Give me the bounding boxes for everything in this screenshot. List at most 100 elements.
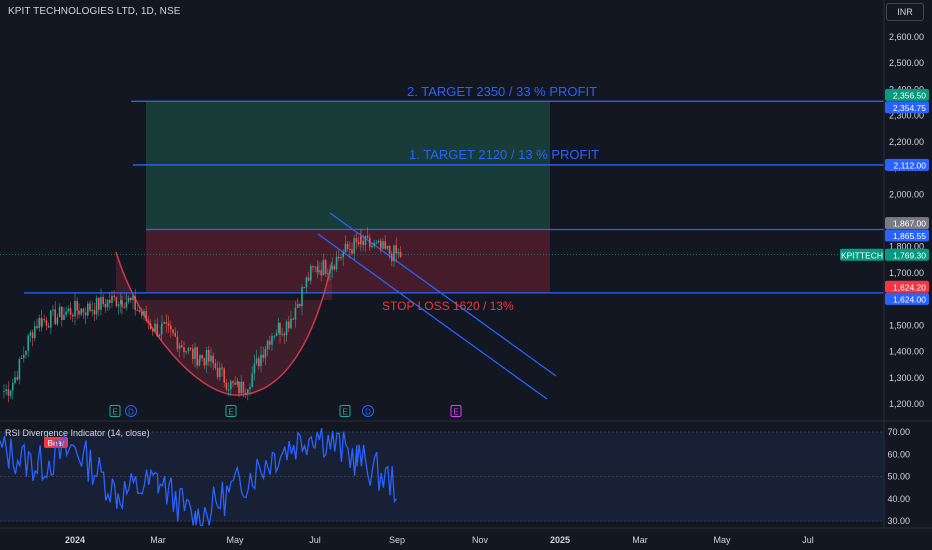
candle-body: [205, 349, 208, 366]
candle-body: [281, 333, 283, 335]
candle-body: [216, 368, 219, 378]
rsi-line: [0, 427, 398, 527]
price-axis[interactable]: 1,200.001,300.001,400.001,500.001,600.00…: [840, 0, 929, 528]
price-tick-label: 2,200.00: [889, 137, 924, 147]
candle-body: [23, 354, 25, 358]
candle-body: [143, 311, 145, 316]
candle-body: [260, 354, 262, 367]
candle-body: [292, 318, 294, 320]
candle-body: [115, 297, 118, 307]
candle-body: [130, 297, 132, 301]
candle-body: [123, 306, 125, 308]
candle-body: [214, 363, 217, 369]
candle-body: [132, 296, 134, 301]
candle-body: [269, 340, 271, 345]
candle-body: [91, 310, 93, 312]
candle-body: [208, 349, 210, 362]
candle-body: [167, 323, 170, 326]
rsi-tick-label: 70.00: [887, 427, 910, 437]
candle-body: [236, 381, 239, 385]
candle-body: [395, 245, 397, 254]
candle-body: [89, 303, 91, 311]
candle-body: [285, 321, 288, 336]
candle-body: [111, 295, 113, 303]
candle-body: [100, 297, 102, 310]
price-label-stop-blue: 1,624.00: [893, 294, 926, 304]
price-label-entry-grey: 1,867.00: [893, 219, 926, 229]
candle-body: [67, 308, 70, 312]
candle-body: [102, 297, 104, 304]
channel-upper-line: [329, 212, 557, 377]
event-marker: E: [109, 405, 121, 417]
time-axis[interactable]: 2024 Mar May Jul Sep Nov 2025 Mar May Jul: [0, 527, 932, 545]
candles: [3, 226, 402, 403]
candle-body: [351, 249, 353, 254]
target2-annotation: 2. TARGET 2350 / 33 % PROFIT: [407, 84, 597, 99]
candle-body: [242, 381, 245, 393]
candle-body: [154, 323, 156, 332]
candle-body: [305, 277, 308, 288]
price-label-stop-blue-bg: [885, 292, 929, 305]
price-label-last-bg: [885, 248, 929, 261]
time-tick-label: Mar: [632, 535, 648, 545]
candle-body: [20, 357, 23, 359]
event-marker-shape: [339, 405, 351, 417]
chart-title: KPIT TECHNOLOGIES LTD, 1D, NSE: [8, 6, 181, 17]
symbol-label-bg: [840, 248, 884, 261]
candle-body: [316, 266, 319, 273]
event-marker-label: D: [128, 408, 134, 417]
candle-body: [355, 238, 358, 242]
event-marker-shape: [450, 405, 462, 417]
candle-body: [61, 306, 63, 320]
candle-body: [7, 389, 10, 396]
candle-body: [230, 381, 232, 390]
candle-body: [303, 287, 305, 289]
candle-body: [346, 243, 349, 250]
currency-button[interactable]: INR: [886, 3, 924, 21]
price-tick-label: 2,300.00: [889, 111, 924, 121]
candle-body: [84, 312, 87, 316]
candle-body: [253, 363, 256, 374]
candle-body: [288, 321, 290, 329]
candle-body: [262, 354, 264, 358]
candle-body: [104, 303, 107, 308]
candle-body: [109, 299, 111, 303]
candle-body: [34, 326, 36, 339]
price-pane[interactable]: 2. TARGET 2350 / 33 % PROFIT 1. TARGET 21…: [0, 84, 884, 417]
event-marker-label: E: [453, 408, 458, 417]
candle-body: [299, 303, 301, 307]
price-tick-label: 1,700.00: [889, 268, 924, 278]
loss-zone: [146, 229, 550, 293]
candle-body: [375, 242, 378, 244]
candle-body: [380, 240, 382, 249]
candle-body: [397, 251, 400, 254]
candle-body: [78, 310, 80, 315]
candle-body: [320, 270, 322, 276]
candle-body: [29, 332, 32, 336]
candle-body: [136, 310, 139, 312]
candle-body: [163, 322, 165, 325]
price-label-target2: 2,354.75: [893, 103, 926, 113]
candle-body: [120, 300, 122, 305]
candle-body: [31, 332, 34, 339]
candle-body: [138, 310, 141, 313]
candle-body: [41, 319, 43, 327]
candle-body: [212, 355, 214, 364]
time-tick-label: Nov: [472, 535, 489, 545]
candle-body: [47, 325, 50, 328]
candle-body: [357, 241, 360, 245]
candle-body: [227, 389, 230, 391]
candle-body: [238, 381, 240, 394]
candle-body: [344, 243, 347, 253]
price-label-stop-red-bg: [885, 280, 929, 293]
candle-body: [87, 303, 89, 316]
rsi-tick-label: 60.00: [887, 449, 910, 459]
rsi-pane[interactable]: RSI Divergence Indicator (14, close)Bear…: [0, 420, 932, 527]
candle-body: [219, 367, 221, 378]
candle-body: [158, 334, 161, 337]
candle-body: [340, 257, 342, 259]
candle-body: [69, 308, 72, 315]
candle-body: [36, 326, 38, 328]
